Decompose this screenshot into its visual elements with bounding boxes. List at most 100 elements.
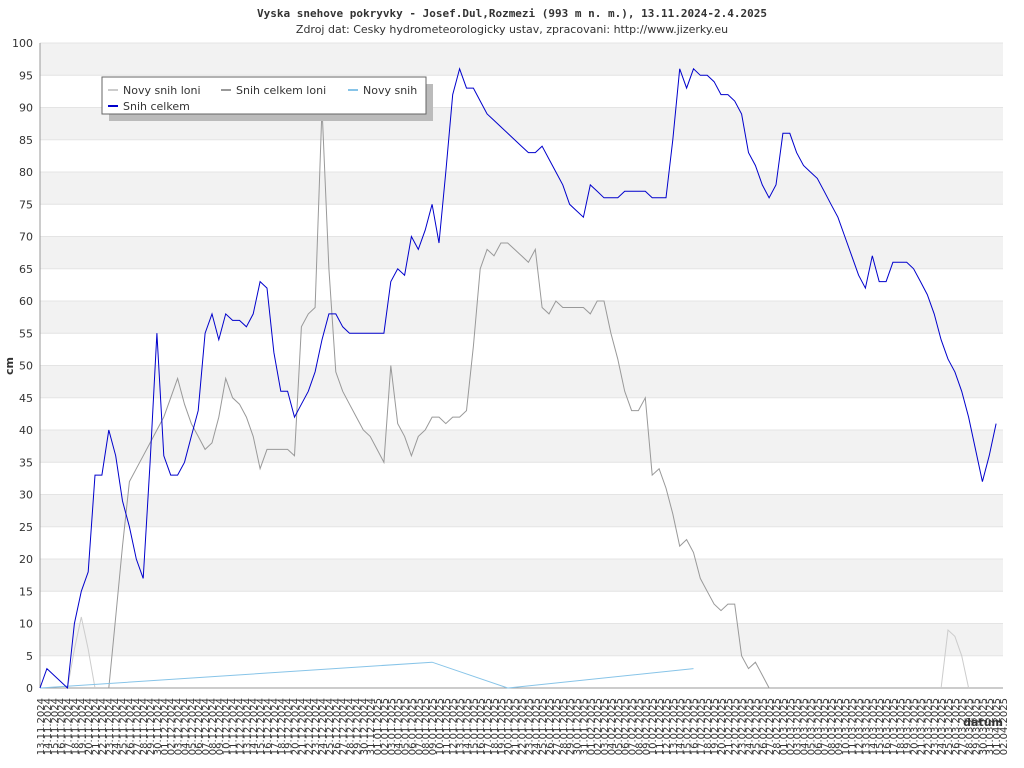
legend-box	[101, 76, 427, 115]
x-tick-label: 16.12.2024	[263, 698, 274, 755]
legend-label: Snih celkem loni	[236, 84, 326, 97]
x-tick-label: 03.02.2025	[600, 698, 611, 755]
x-tick-label: 20.11.2024	[84, 698, 95, 755]
x-tick-label: 04.02.2025	[607, 698, 618, 755]
y-tick-label: 50	[19, 360, 33, 373]
x-tick-label: 04.01.2025	[394, 698, 405, 755]
y-tick-label: 80	[19, 166, 33, 179]
series-line	[67, 616, 970, 689]
x-tick-label: 24.02.2025	[744, 698, 755, 755]
x-tick-label: 23.02.2025	[738, 698, 749, 755]
legend-label: Novy snih	[363, 84, 417, 97]
x-tick-label: 06.01.2025	[407, 698, 418, 755]
x-tick-label: 06.03.2025	[813, 698, 824, 755]
x-tick-label: 10.03.2025	[841, 698, 852, 755]
x-tick-label: 02.03.2025	[786, 698, 797, 755]
x-tick-label: 20.12.2024	[291, 698, 302, 755]
x-tick-label: 04.12.2024	[180, 698, 191, 755]
x-tick-label: 10.01.2025	[435, 698, 446, 755]
x-tick-label: 27.01.2025	[552, 698, 563, 755]
grid-band	[40, 494, 1003, 527]
x-tick-label: 30.12.2024	[359, 698, 370, 755]
x-tick-label: 18.11.2024	[70, 698, 81, 755]
x-tick-label: 12.12.2024	[235, 698, 246, 755]
grid-band	[40, 236, 1003, 269]
y-tick-label: 20	[19, 553, 33, 566]
y-tick-label: 55	[19, 327, 33, 340]
y-tick-label: 100	[12, 37, 33, 50]
x-tick-label: 28.03.2025	[965, 698, 976, 755]
y-tick-label: 65	[19, 263, 33, 276]
x-tick-label: 14.11.2024	[43, 698, 54, 755]
x-tick-label: 31.12.2024	[366, 698, 377, 755]
x-tick-label: 06.02.2025	[621, 698, 632, 755]
x-tick-label: 09.01.2025	[428, 698, 439, 755]
x-tick-label: 22.03.2025	[923, 698, 934, 755]
x-tick-label: 19.01.2025	[497, 698, 508, 755]
x-tick-label: 03.01.2025	[387, 698, 398, 755]
y-tick-label: 25	[19, 521, 33, 534]
x-tick-label: 27.11.2024	[132, 698, 143, 755]
x-tick-label: 24.03.2025	[937, 698, 948, 755]
y-tick-label: 5	[26, 650, 33, 663]
x-tick-label: 10.12.2024	[222, 698, 233, 755]
grid-band	[40, 301, 1003, 334]
y-tick-label: 30	[19, 489, 33, 502]
y-tick-label: 10	[19, 618, 33, 631]
y-tick-label: 90	[19, 102, 33, 115]
x-tick-label: 21.01.2025	[511, 698, 522, 755]
y-tick-label: 75	[19, 198, 33, 211]
chart-subtitle: Zdroj dat: Cesky hydrometeorologicky ust…	[296, 23, 728, 36]
x-tick-label: 08.03.2025	[827, 698, 838, 755]
legend-label: Novy snih loni	[123, 84, 201, 97]
x-tick-label: 15.03.2025	[875, 698, 886, 755]
x-tick-label: 02.12.2024	[167, 698, 178, 755]
y-tick-label: 15	[19, 585, 33, 598]
x-tick-label: 22.11.2024	[98, 698, 109, 755]
x-tick-label: 25.12.2024	[325, 698, 336, 755]
x-tick-label: 01.01.2025	[373, 698, 384, 755]
x-tick-label: 23.11.2024	[105, 698, 116, 755]
x-tick-label: 18.03.2025	[896, 698, 907, 755]
x-tick-label: 10.02.2025	[648, 698, 659, 755]
x-tick-label: 26.02.2025	[758, 698, 769, 755]
x-axis-label: datum	[963, 716, 1003, 729]
x-tick-label: 08.01.2025	[421, 698, 432, 755]
x-tick-label: 18.01.2025	[490, 698, 501, 755]
x-tick-label: 17.11.2024	[64, 698, 75, 755]
x-tick-label: 11.03.2025	[848, 698, 859, 755]
x-tick-label: 28.11.2024	[139, 698, 150, 755]
x-tick-label: 09.12.2024	[215, 698, 226, 755]
x-tick-label: 30.11.2024	[153, 698, 164, 755]
x-tick-label: 15.01.2025	[469, 698, 480, 755]
x-tick-label: 24.01.2025	[531, 698, 542, 755]
y-tick-label: 0	[26, 682, 33, 695]
x-tick-label: 29.11.2024	[146, 698, 157, 755]
y-tick-label: 70	[19, 231, 33, 244]
y-tick-label: 40	[19, 424, 33, 437]
x-tick-label: 02.01.2025	[380, 698, 391, 755]
x-tick-label: 12.01.2025	[449, 698, 460, 755]
x-tick-label: 27.02.2025	[765, 698, 776, 755]
x-tick-label: 08.12.2024	[208, 698, 219, 755]
x-tick-label: 26.01.2025	[545, 698, 556, 755]
y-axis-label: cm	[3, 357, 16, 375]
x-tick-label: 21.11.2024	[91, 698, 102, 755]
x-tick-label: 19.11.2024	[77, 698, 88, 755]
x-tick-label: 29.01.2025	[566, 698, 577, 755]
x-tick-label: 30.01.2025	[573, 698, 584, 755]
x-tick-label: 17.12.2024	[270, 698, 281, 755]
x-tick-label: 26.03.2025	[951, 698, 962, 755]
x-tick-label: 20.03.2025	[910, 698, 921, 755]
x-tick-label: 14.03.2025	[868, 698, 879, 755]
x-tick-label: 15.12.2024	[256, 698, 267, 755]
x-tick-label: 25.01.2025	[538, 698, 549, 755]
x-tick-label: 11.02.2025	[655, 698, 666, 755]
x-tick-label: 29.03.2025	[971, 698, 982, 755]
legend-label: Snih celkem	[123, 100, 190, 113]
x-tick-label: 28.01.2025	[559, 698, 570, 755]
x-tick-label: 21.02.2025	[724, 698, 735, 755]
x-tick-label: 16.01.2025	[476, 698, 487, 755]
grid-band	[40, 365, 1003, 398]
